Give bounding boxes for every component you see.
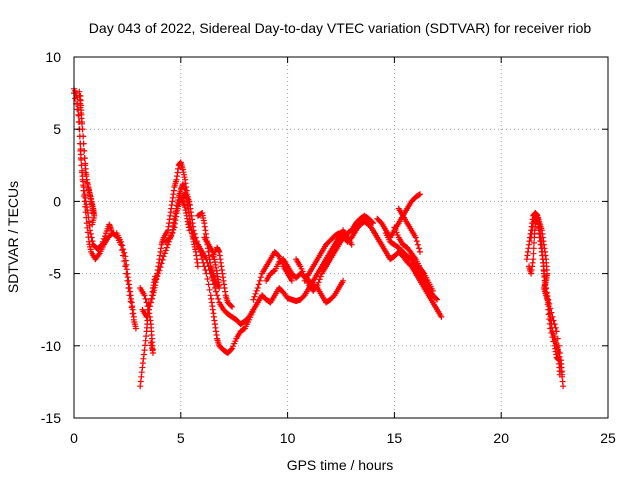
grid-lines (74, 57, 608, 418)
y-tick-label: -10 (41, 338, 61, 354)
data-point-track (370, 227, 445, 320)
data-point-track (113, 230, 137, 320)
x-tick-label: 0 (70, 430, 78, 446)
x-axis-label: GPS time / hours (287, 457, 394, 473)
x-tick-label: 20 (493, 430, 509, 446)
y-tick-label: 10 (45, 49, 61, 65)
data-point-track (395, 205, 423, 255)
x-tick-label: 10 (280, 430, 296, 446)
data-point-track (293, 212, 376, 294)
data-point-track (145, 159, 193, 313)
data-point-track (209, 244, 236, 310)
data-point-track (528, 212, 566, 378)
series-sdtvar (71, 85, 567, 390)
y-axis-ticks: -15 -10 -5 0 5 10 (41, 49, 608, 426)
x-axis-ticks: 0 5 10 15 20 25 (70, 57, 616, 446)
y-tick-label: -5 (49, 266, 62, 282)
plot-frame (73, 56, 609, 419)
data-point-track (374, 191, 423, 241)
chart-title: Day 043 of 2022, Sidereal Day-to-day VTE… (89, 20, 592, 36)
y-tick-label: 5 (53, 121, 61, 137)
y-axis-label: SDTVAR / TECUs (5, 181, 21, 293)
x-tick-label: 5 (177, 430, 185, 446)
data-point-track (391, 224, 436, 294)
x-tick-label: 15 (387, 430, 403, 446)
data-points (71, 85, 567, 390)
data-point-track (77, 93, 97, 216)
y-tick-label: -15 (41, 410, 61, 426)
x-tick-label: 25 (600, 430, 616, 446)
y-tick-label: 0 (53, 193, 61, 209)
data-point-track (250, 248, 295, 303)
data-point-track (382, 230, 441, 303)
